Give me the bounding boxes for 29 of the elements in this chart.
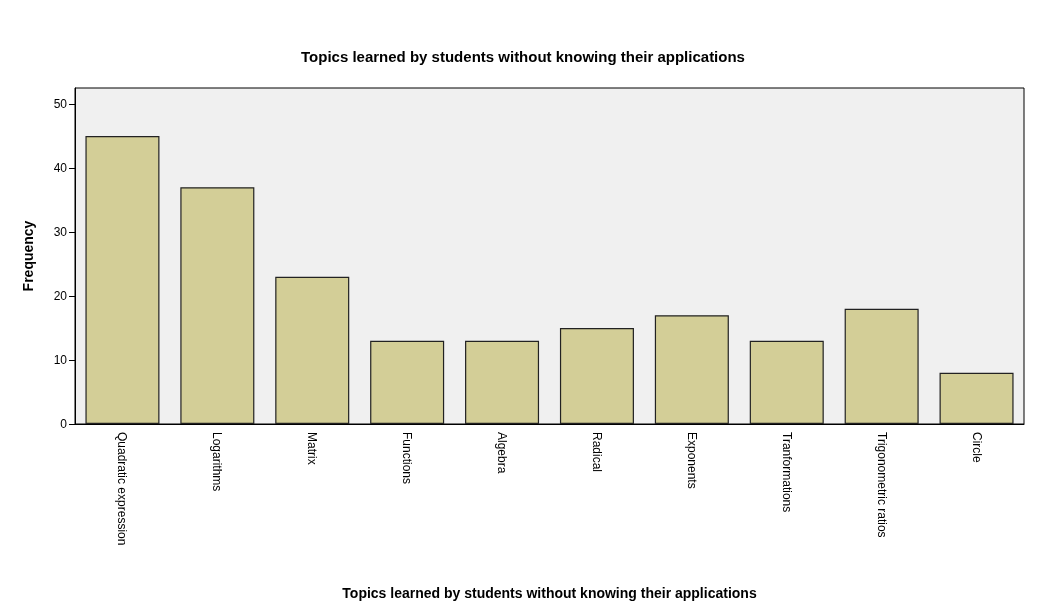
- y-axis-title: Frequency: [20, 220, 36, 292]
- chart-title: Topics learned by students without knowing their applications: [301, 48, 745, 65]
- y-tick-label: 50: [53, 97, 68, 111]
- y-tick-label: 40: [53, 161, 68, 175]
- x-tick-label: Algebra: [495, 432, 510, 474]
- bar: [180, 187, 255, 424]
- bar: [559, 328, 634, 424]
- bar: [275, 276, 350, 424]
- bar: [370, 340, 445, 424]
- bar: [465, 340, 540, 424]
- bar: [939, 372, 1014, 424]
- x-tick-label: Functions: [400, 432, 415, 485]
- x-tick-label: Matrix: [305, 432, 320, 465]
- bar: [654, 315, 729, 424]
- x-tick-label: Quadratic expression: [115, 432, 130, 546]
- x-tick-label: Circle: [969, 432, 984, 463]
- bar: [749, 340, 824, 424]
- x-axis-title: Topics learned by students without knowing their applications: [342, 585, 757, 601]
- x-tick-label: Tranformations: [779, 432, 794, 513]
- x-tick-label: Exponents: [684, 432, 699, 489]
- x-tick-label: Logarithms: [210, 432, 225, 492]
- y-tick-label: 20: [53, 289, 68, 303]
- y-tick-label: 30: [53, 225, 68, 239]
- x-tick-label: Radical: [589, 432, 604, 473]
- y-tick-label: 0: [60, 417, 68, 431]
- y-tick-label: 10: [53, 353, 68, 367]
- x-tick-label: Trigonometric ratios: [874, 432, 889, 538]
- bar: [844, 308, 919, 424]
- bar: [85, 136, 160, 424]
